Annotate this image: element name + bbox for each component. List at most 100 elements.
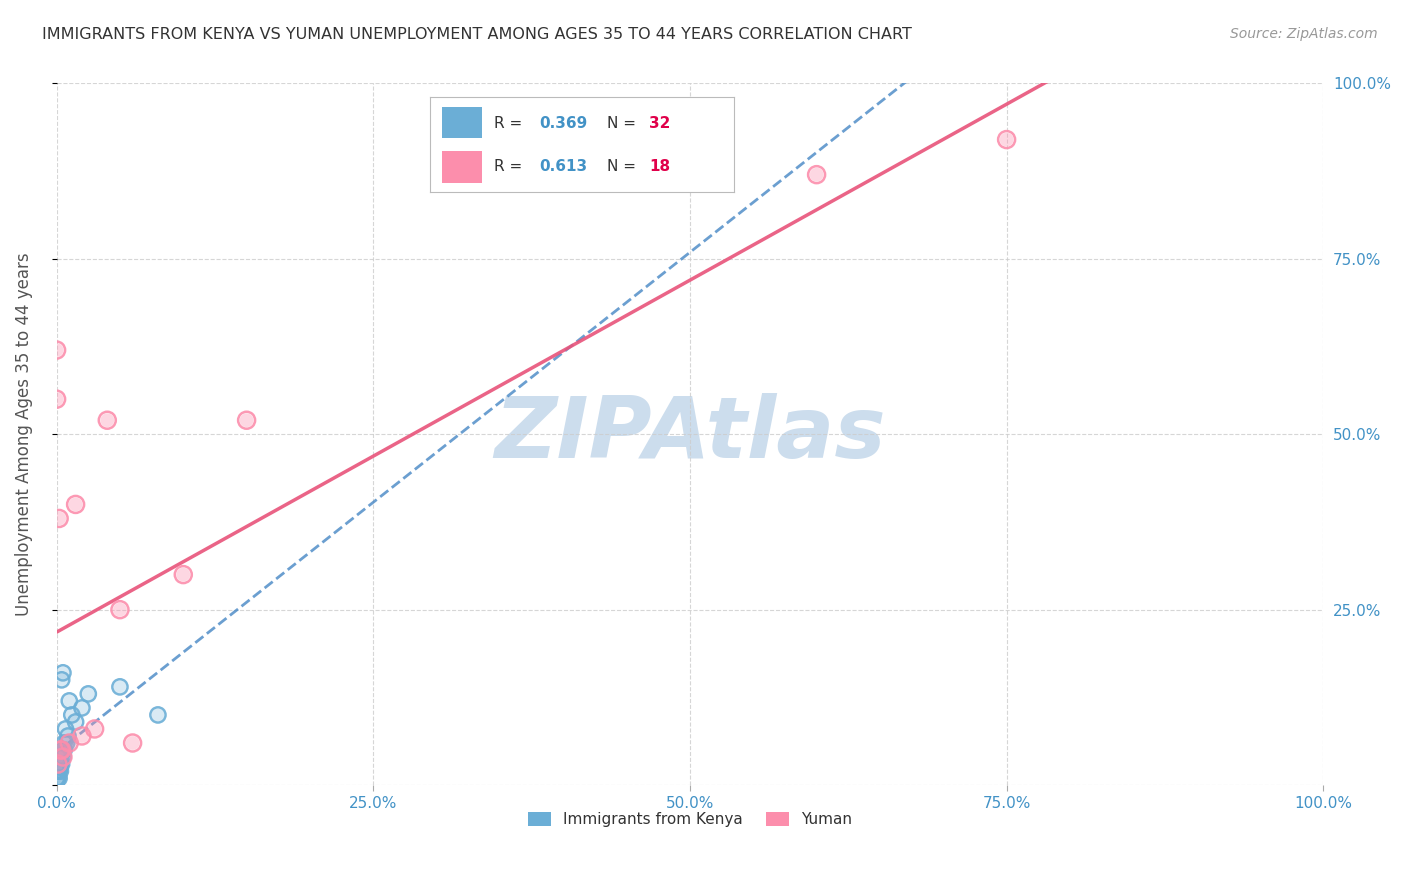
Point — [48, 757, 70, 772]
Point — [52, 665, 75, 680]
Point — [46, 757, 69, 772]
Text: ZIPAtlas: ZIPAtlas — [494, 392, 886, 475]
Point — [77, 687, 100, 701]
Point — [49, 743, 72, 757]
Point — [45, 343, 67, 357]
Point — [83, 722, 105, 736]
Point — [121, 736, 143, 750]
Point — [51, 757, 73, 772]
Point — [45, 764, 67, 778]
Point — [60, 707, 83, 722]
Point — [49, 757, 72, 772]
Point — [49, 764, 72, 778]
Point — [46, 757, 69, 772]
Point — [55, 736, 77, 750]
Point — [108, 680, 131, 694]
Point — [48, 511, 70, 525]
Point — [48, 743, 70, 757]
Point — [806, 168, 828, 182]
Point — [53, 736, 76, 750]
Point — [51, 743, 73, 757]
Point — [58, 694, 80, 708]
Point — [58, 736, 80, 750]
Point — [46, 771, 69, 785]
Point — [48, 511, 70, 525]
Point — [52, 750, 75, 764]
Point — [46, 750, 69, 764]
Point — [49, 750, 72, 764]
Point — [53, 743, 76, 757]
Point — [46, 757, 69, 772]
Point — [56, 729, 79, 743]
Text: IMMIGRANTS FROM KENYA VS YUMAN UNEMPLOYMENT AMONG AGES 35 TO 44 YEARS CORRELATIO: IMMIGRANTS FROM KENYA VS YUMAN UNEMPLOYM… — [42, 27, 912, 42]
Point — [48, 764, 70, 778]
Point — [56, 729, 79, 743]
Point — [51, 757, 73, 772]
Point — [49, 743, 72, 757]
Point — [49, 743, 72, 757]
Point — [53, 736, 76, 750]
Point — [235, 413, 257, 427]
Point — [49, 764, 72, 778]
Point — [51, 743, 73, 757]
Point — [48, 750, 70, 764]
Point — [49, 750, 72, 764]
Point — [995, 132, 1018, 146]
Point — [48, 757, 70, 772]
Point — [46, 771, 69, 785]
Point — [48, 771, 70, 785]
Text: Source: ZipAtlas.com: Source: ZipAtlas.com — [1230, 27, 1378, 41]
Point — [48, 764, 70, 778]
Point — [55, 736, 77, 750]
Point — [806, 168, 828, 182]
Point — [70, 701, 93, 715]
Point — [96, 413, 118, 427]
Point — [49, 757, 72, 772]
Point — [52, 750, 75, 764]
Point — [45, 343, 67, 357]
Point — [52, 750, 75, 764]
Point — [146, 707, 169, 722]
Point — [108, 602, 131, 616]
Point — [70, 729, 93, 743]
Legend: Immigrants from Kenya, Yuman: Immigrants from Kenya, Yuman — [522, 806, 858, 834]
Point — [52, 750, 75, 764]
Point — [55, 722, 77, 736]
Point — [48, 750, 70, 764]
Point — [45, 771, 67, 785]
Point — [58, 694, 80, 708]
Point — [45, 392, 67, 407]
Point — [108, 602, 131, 616]
Point — [83, 722, 105, 736]
Y-axis label: Unemployment Among Ages 35 to 44 years: Unemployment Among Ages 35 to 44 years — [15, 252, 32, 616]
Point — [65, 714, 87, 729]
Point — [46, 750, 69, 764]
Point — [51, 673, 73, 687]
Point — [146, 707, 169, 722]
Point — [45, 774, 67, 789]
Point — [51, 673, 73, 687]
Point — [46, 757, 69, 772]
Point — [45, 771, 67, 785]
Point — [46, 764, 69, 778]
Point — [58, 736, 80, 750]
Point — [121, 736, 143, 750]
Point — [65, 498, 87, 512]
Point — [52, 665, 75, 680]
Point — [48, 771, 70, 785]
Point — [235, 413, 257, 427]
Point — [55, 722, 77, 736]
Point — [70, 729, 93, 743]
Point — [65, 498, 87, 512]
Point — [60, 707, 83, 722]
Point — [70, 701, 93, 715]
Point — [46, 764, 69, 778]
Point — [45, 774, 67, 789]
Point — [49, 743, 72, 757]
Point — [172, 567, 194, 582]
Point — [45, 764, 67, 778]
Point — [108, 680, 131, 694]
Point — [53, 743, 76, 757]
Point — [995, 132, 1018, 146]
Point — [96, 413, 118, 427]
